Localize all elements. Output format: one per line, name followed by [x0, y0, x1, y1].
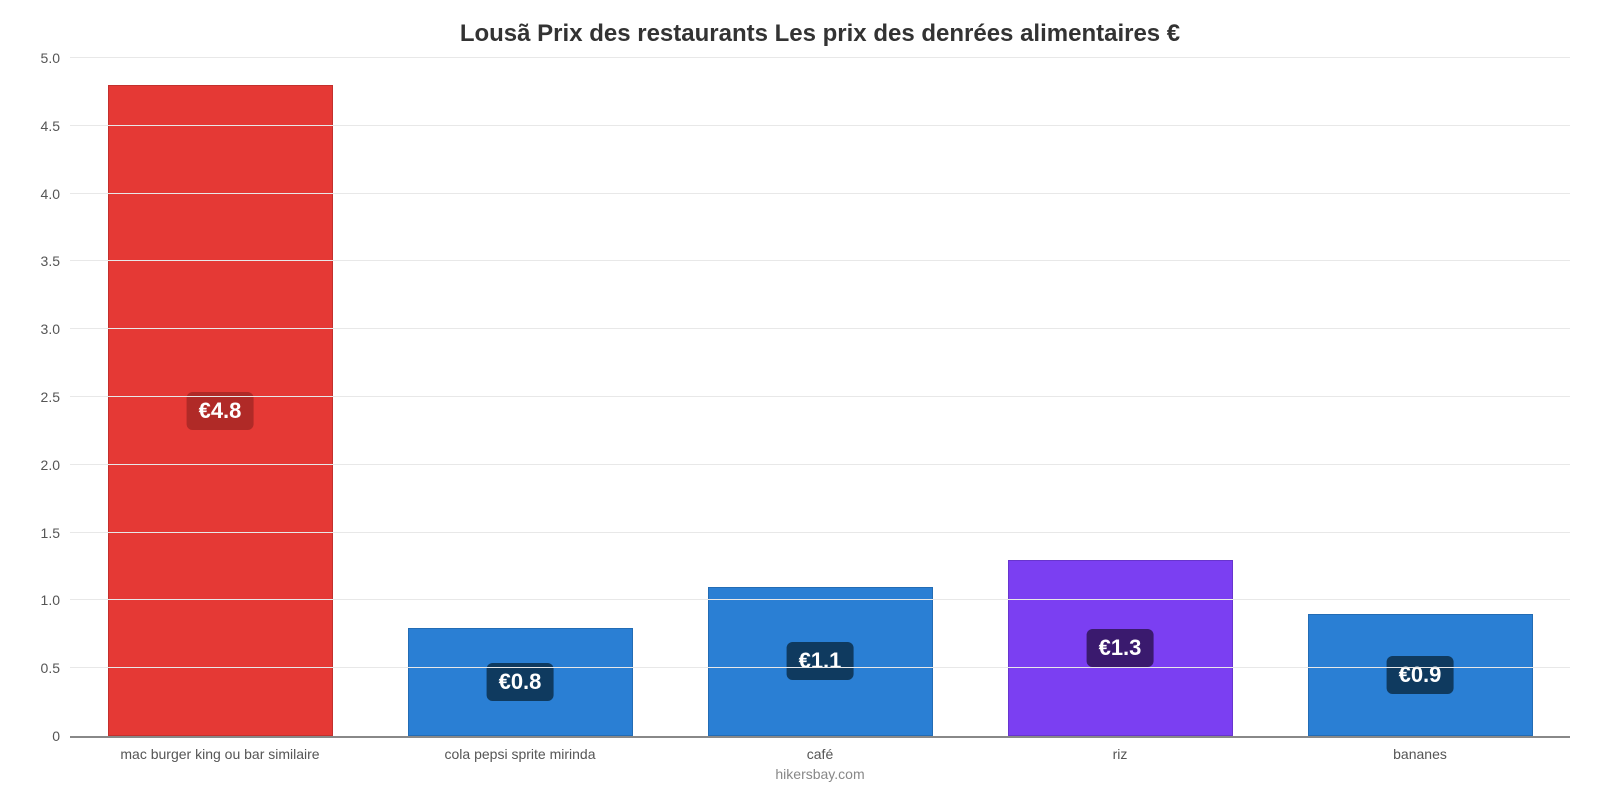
x-axis-label: bananes	[1270, 746, 1570, 762]
y-tick-label: 3.5	[41, 253, 70, 269]
y-tick-label: 1.5	[41, 525, 70, 541]
bar: €1.1	[708, 587, 933, 736]
gridline	[70, 532, 1570, 533]
bar-slot: €0.9	[1270, 58, 1570, 736]
bar-slot: €4.8	[70, 58, 370, 736]
bar-value-label: €0.8	[487, 663, 554, 701]
bar-value-label: €0.9	[1387, 656, 1454, 694]
bar: €0.9	[1308, 614, 1533, 736]
bar: €0.8	[408, 628, 633, 736]
chart-title: Lousã Prix des restaurants Les prix des …	[70, 20, 1570, 48]
bar-slot: €0.8	[370, 58, 670, 736]
bar: €1.3	[1008, 560, 1233, 736]
gridline	[70, 328, 1570, 329]
y-tick-label: 5.0	[41, 50, 70, 66]
x-axis-labels: mac burger king ou bar similairecola pep…	[70, 746, 1570, 762]
chart-container: Lousã Prix des restaurants Les prix des …	[0, 0, 1600, 800]
y-tick-label: 2.5	[41, 389, 70, 405]
bars-row: €4.8 €0.8 €1.1 €1.3 €0.9	[70, 58, 1570, 736]
y-tick-label: 4.5	[41, 118, 70, 134]
bar-value-label: €1.3	[1087, 629, 1154, 667]
y-tick-label: 2.0	[41, 457, 70, 473]
gridline	[70, 260, 1570, 261]
gridline	[70, 599, 1570, 600]
bar-value-label: €1.1	[787, 642, 854, 680]
gridline	[70, 464, 1570, 465]
bar-value-label: €4.8	[187, 392, 254, 430]
gridline	[70, 396, 1570, 397]
plot-area: €4.8€0.8€1.1€1.3€0.9 00.51.01.52.02.53.0…	[70, 58, 1570, 738]
y-tick-label: 4.0	[41, 186, 70, 202]
bar-slot: €1.1	[670, 58, 970, 736]
x-axis-label: mac burger king ou bar similaire	[70, 746, 370, 762]
y-tick-label: 1.0	[41, 592, 70, 608]
bar: €4.8	[108, 85, 333, 736]
gridline	[70, 125, 1570, 126]
x-axis-label: riz	[970, 746, 1270, 762]
gridline	[70, 667, 1570, 668]
y-tick-label: 0.5	[41, 660, 70, 676]
x-axis-label: café	[670, 746, 970, 762]
bar-slot: €1.3	[970, 58, 1270, 736]
attribution: hikersbay.com	[70, 766, 1570, 782]
gridline	[70, 57, 1570, 58]
y-tick-label: 3.0	[41, 321, 70, 337]
y-tick-label: 0	[52, 728, 70, 744]
gridline	[70, 193, 1570, 194]
x-axis-label: cola pepsi sprite mirinda	[370, 746, 670, 762]
